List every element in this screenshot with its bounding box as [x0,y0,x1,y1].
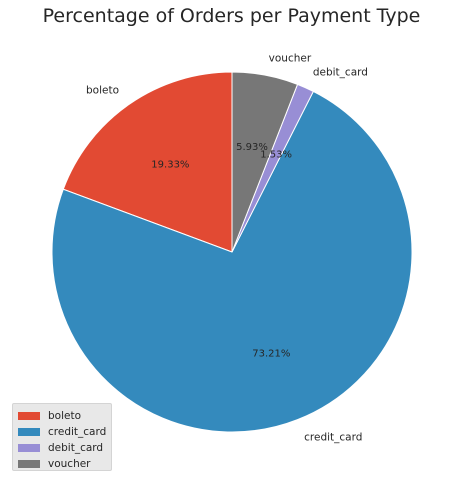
legend-swatch [18,444,40,452]
legend-label: credit_card [48,426,107,438]
legend-item-credit-card: credit_card [18,424,111,440]
slice-label-debit-card: debit_card [313,66,368,78]
legend-label: debit_card [48,442,104,454]
legend-item-boleto: boleto [18,408,111,424]
pie-slice-credit-card [51,90,413,433]
legend-swatch [18,428,40,436]
slice-percent-voucher: 5.93% [236,142,268,153]
legend-item-debit-card: debit_card [18,440,111,456]
legend-item-voucher: voucher [18,456,111,472]
slice-percent-debit-card: 1.53% [260,149,292,160]
chart-title: Percentage of Orders per Payment Type [43,5,421,27]
slice-percent-boleto: 19.33% [151,159,189,170]
legend-swatch [18,412,40,420]
slice-percent-credit-card: 73.21% [252,349,290,360]
legend-swatch [18,460,40,468]
slice-label-voucher: voucher [269,52,312,64]
pie-slice-boleto [62,71,233,253]
slice-label-credit-card: credit_card [304,431,362,443]
legend-label: voucher [48,458,91,470]
slice-label-boleto: boleto [86,84,119,96]
legend-label: boleto [48,410,82,422]
pie-slice-voucher [231,71,299,253]
